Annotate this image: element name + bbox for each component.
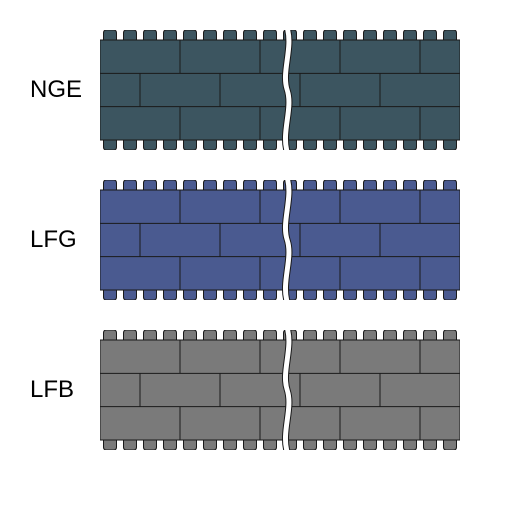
belt-graphic-lfg: [100, 180, 460, 300]
variant-row-nge: NGE: [0, 30, 512, 150]
variant-row-lfb: LFB: [0, 330, 512, 450]
variant-label: NGE: [30, 76, 82, 104]
belt-variants-figure: NGE LFG LFB: [0, 0, 512, 512]
variant-row-lfg: LFG: [0, 180, 512, 300]
variant-label: LFG: [30, 226, 77, 254]
belt-graphic-nge: [100, 30, 460, 150]
belt-graphic-lfb: [100, 330, 460, 450]
variant-label: LFB: [30, 376, 74, 404]
